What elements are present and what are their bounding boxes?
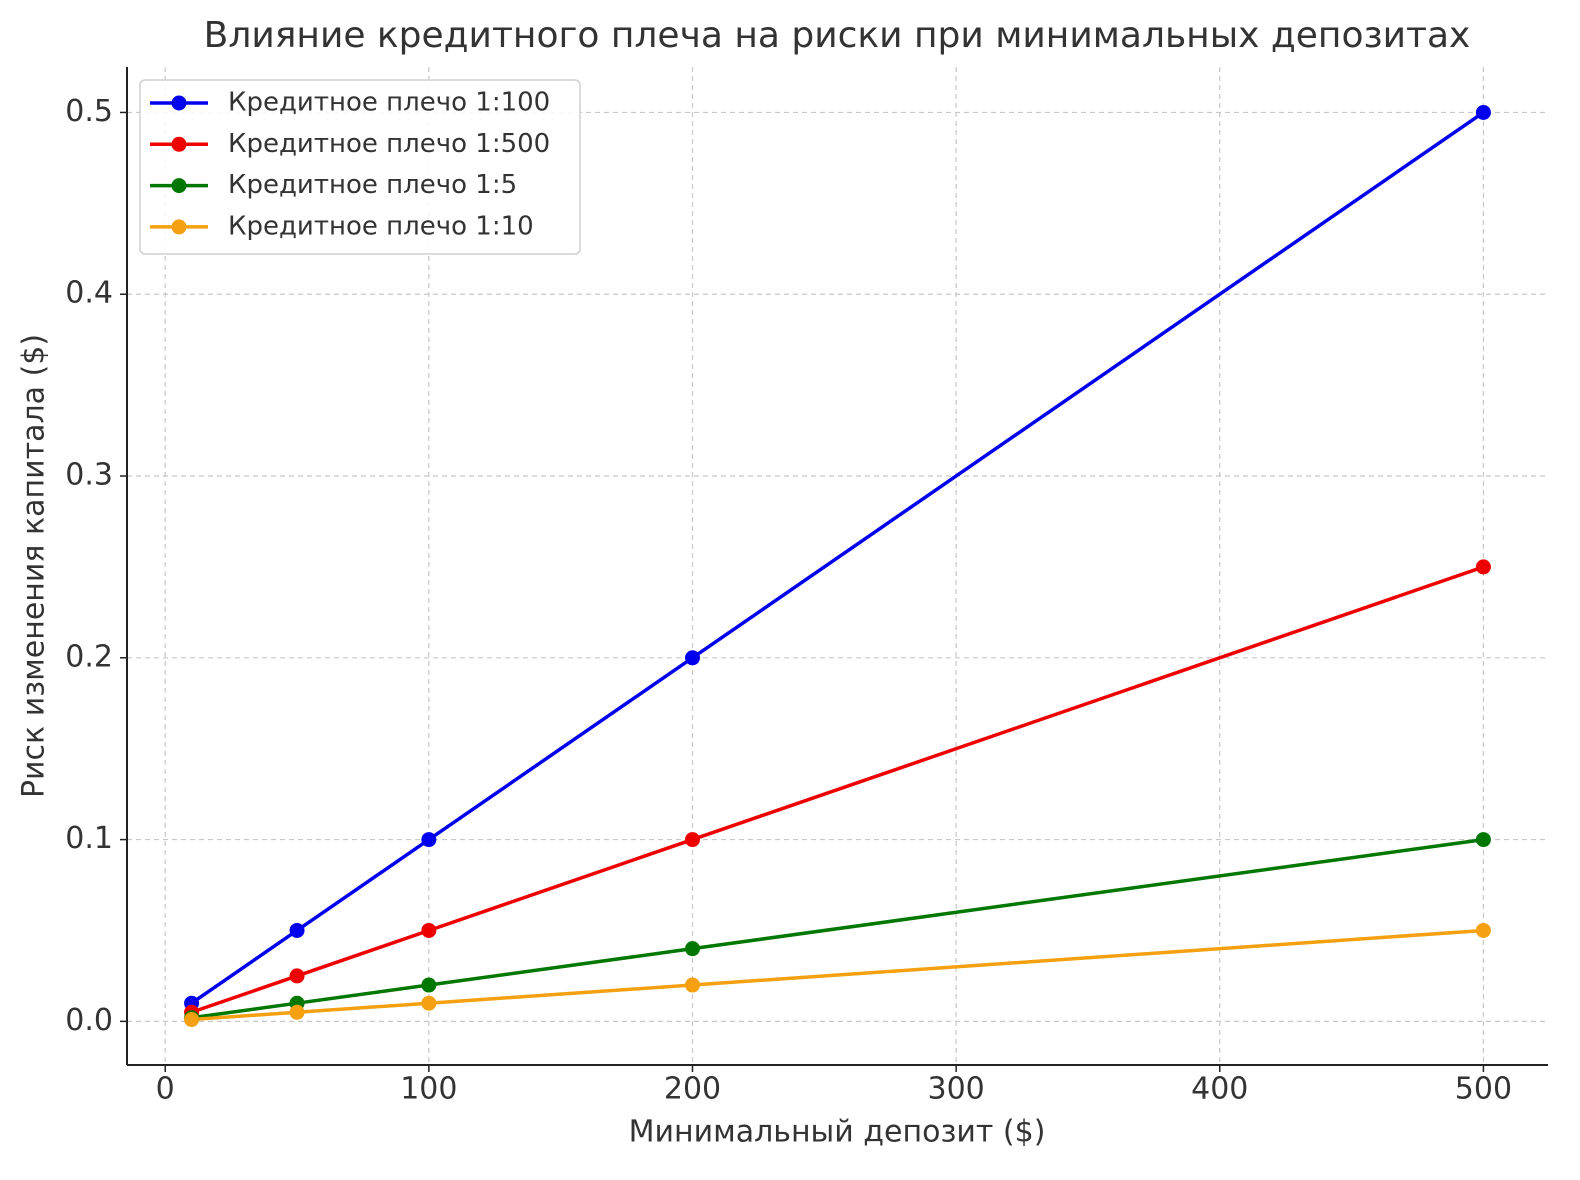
legend: Кредитное плечо 1:100 Кредитное плечо 1:5… <box>139 79 581 255</box>
y-tick-label: 0.0 <box>65 1003 113 1038</box>
point <box>421 977 437 993</box>
y-axis-label: Риск изменения капитала ($) <box>17 334 52 798</box>
point <box>184 1012 200 1028</box>
legend-label: Кредитное плечо 1:5 <box>228 170 517 200</box>
legend-marker <box>171 178 187 194</box>
y-tick-label: 0.2 <box>65 639 113 674</box>
y-tick-label: 0.3 <box>65 458 113 493</box>
point <box>1475 559 1491 575</box>
y-tick-label: 0.5 <box>65 94 113 129</box>
point <box>289 968 305 984</box>
legend-label: Кредитное плечо 1:500 <box>228 129 550 159</box>
legend-marker <box>171 95 187 111</box>
legend-label: Кредитное плечо 1:10 <box>228 211 534 241</box>
legend-marker <box>171 136 187 152</box>
x-axis-label: Минимальный депозит ($) <box>629 1115 1046 1150</box>
point <box>685 977 700 993</box>
point <box>1475 832 1491 848</box>
legend-label: Кредитное плечо 1:100 <box>228 88 550 118</box>
y-tick-label: 0.4 <box>65 276 113 311</box>
x-tick-label: 0 <box>156 1072 175 1107</box>
x-tick-label: 100 <box>400 1072 457 1107</box>
point <box>685 650 700 666</box>
point <box>1475 922 1491 938</box>
legend-box <box>139 79 581 255</box>
point <box>289 922 305 938</box>
point <box>421 995 437 1011</box>
point <box>1475 104 1491 120</box>
point <box>421 922 437 938</box>
series-line <box>191 837 1484 1020</box>
y-tick-label: 0.1 <box>65 821 113 856</box>
point <box>685 832 700 848</box>
point <box>289 1004 305 1020</box>
x-tick-label: 500 <box>1455 1072 1512 1107</box>
chart-title: Влияние кредитного плеча на риски при ми… <box>204 15 1471 56</box>
x-tick-label: 400 <box>1191 1072 1248 1107</box>
point <box>421 832 437 848</box>
point <box>685 941 700 957</box>
x-tick-label: 200 <box>664 1072 721 1107</box>
legend-marker <box>171 219 187 235</box>
x-tick-label: 300 <box>928 1072 985 1107</box>
